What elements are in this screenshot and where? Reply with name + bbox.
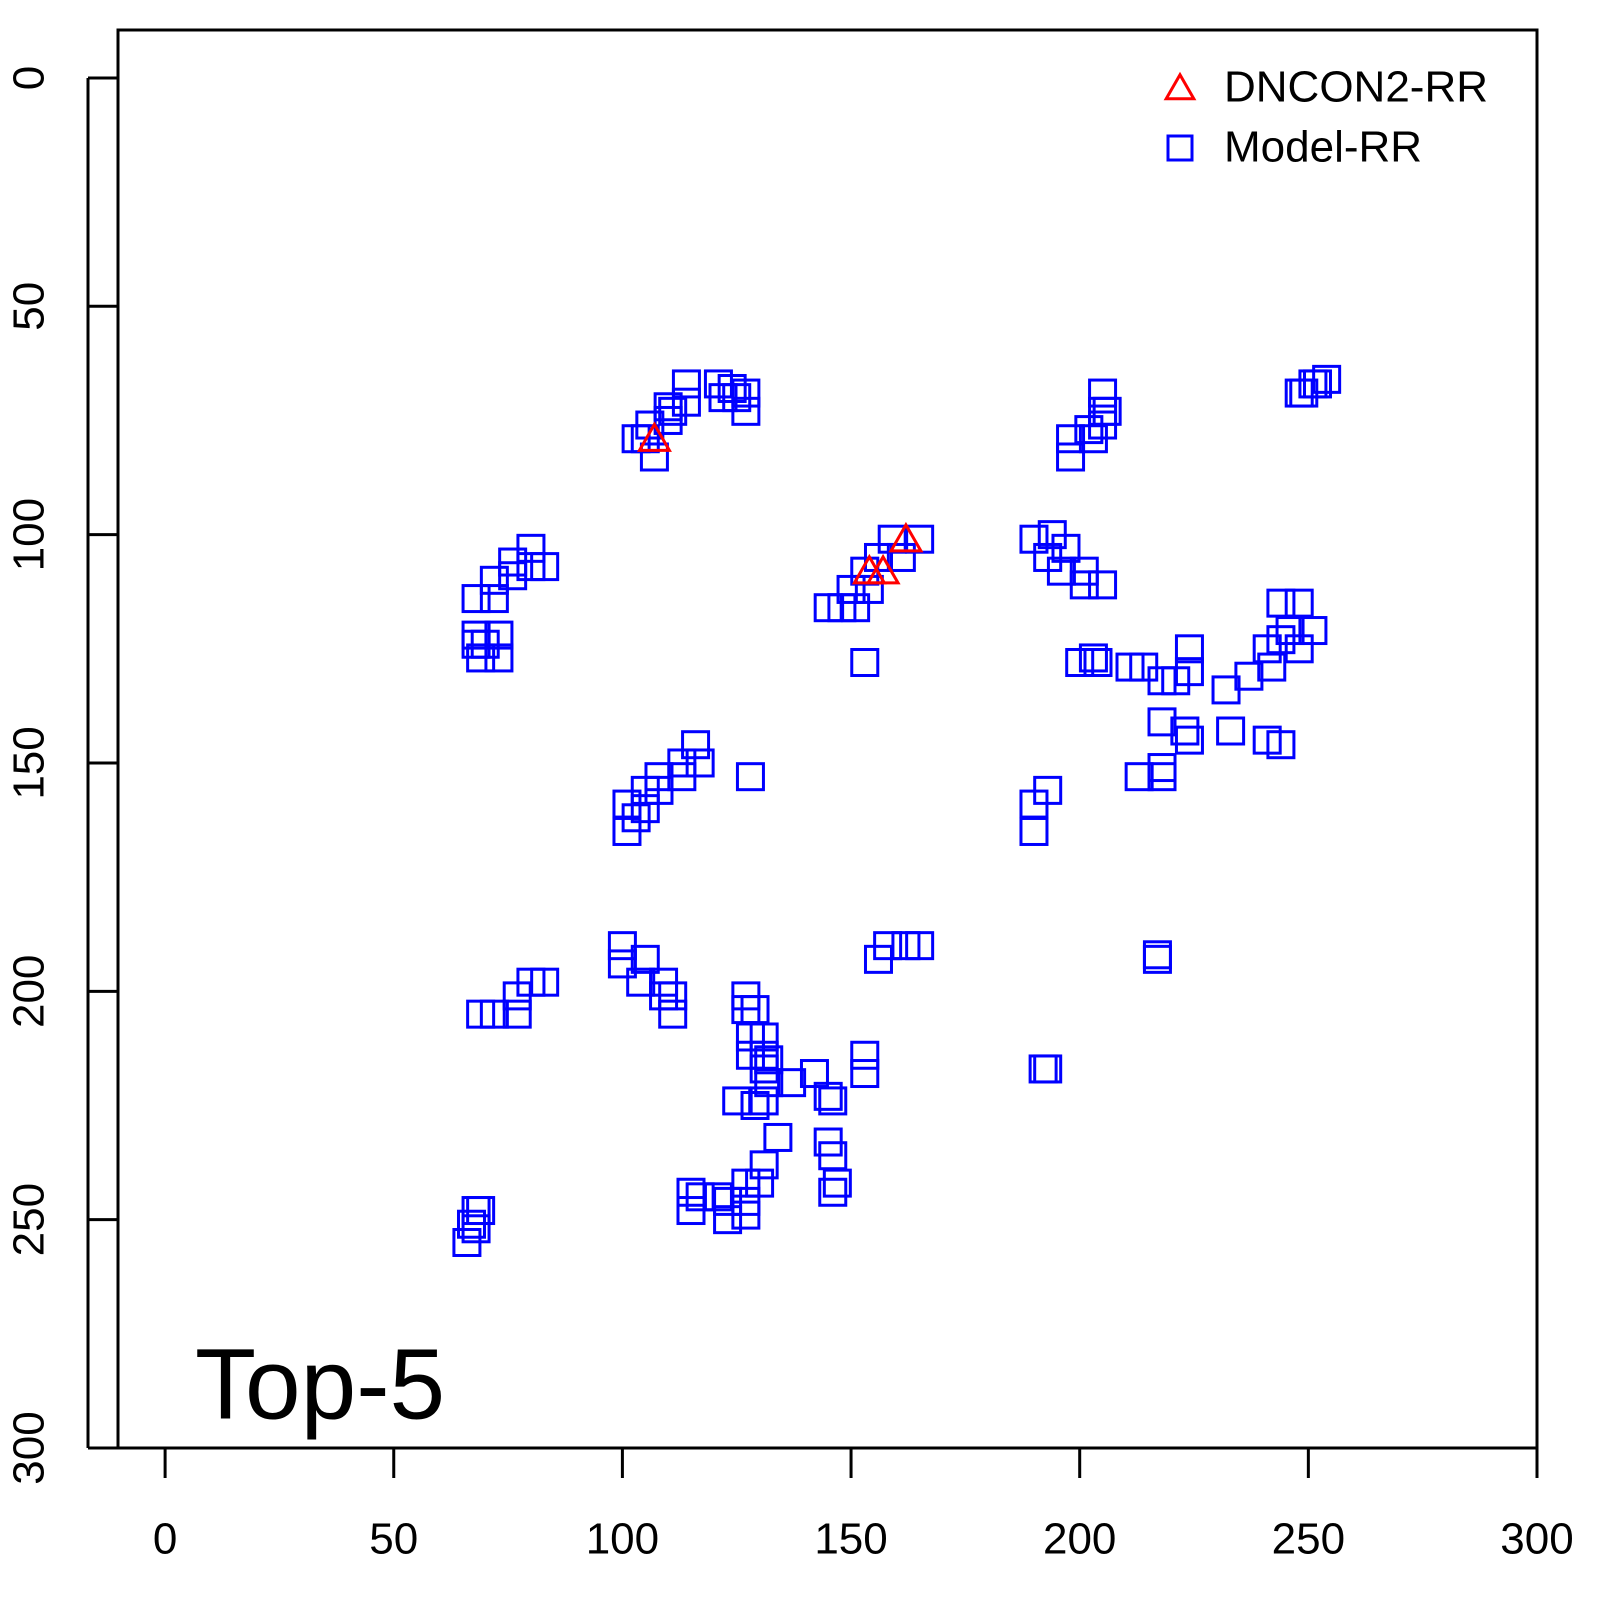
x-tick-label: 200: [1043, 1515, 1116, 1564]
square-marker: [1142, 944, 1172, 974]
square-marker: [850, 1040, 880, 1070]
square-marker: [850, 648, 880, 678]
square-marker: [905, 931, 935, 961]
square-marker: [1266, 588, 1296, 618]
legend-marker: [1166, 134, 1194, 162]
square-marker: [676, 1177, 706, 1207]
legend-marker: [1163, 71, 1197, 101]
square-marker: [818, 1086, 848, 1116]
square-marker: [1033, 775, 1063, 805]
square-marker: [1234, 661, 1264, 691]
triangle-marker: [888, 521, 924, 553]
x-tick-label: 250: [1272, 1515, 1345, 1564]
square-marker: [1056, 424, 1086, 454]
square-marker: [713, 1205, 743, 1235]
square-marker: [1266, 625, 1296, 655]
square-marker: [607, 949, 637, 979]
square-marker: [671, 387, 701, 417]
square-marker: [681, 730, 711, 760]
square-marker: [1147, 753, 1177, 783]
square-marker: [749, 1022, 779, 1052]
square-marker: [722, 1086, 752, 1116]
square-marker: [763, 1122, 793, 1152]
annotation: Top-5: [195, 1328, 445, 1440]
square-marker: [479, 565, 509, 595]
square-marker: [1174, 725, 1204, 755]
y-tick-label: 50: [5, 282, 54, 331]
square-marker: [822, 1168, 852, 1198]
x-tick-label: 300: [1500, 1515, 1573, 1564]
square-marker: [1174, 634, 1204, 664]
square-marker: [735, 762, 765, 792]
square-marker: [639, 442, 669, 472]
square-marker: [502, 999, 532, 1029]
x-tick-label: 50: [369, 1515, 418, 1564]
y-tick-label: 300: [5, 1411, 54, 1484]
square-marker: [749, 1150, 779, 1180]
square-marker: [1083, 648, 1113, 678]
square-marker: [1174, 657, 1204, 687]
square-marker: [470, 629, 500, 659]
square-marker: [1078, 643, 1108, 673]
y-tick-label: 200: [5, 955, 54, 1028]
square-marker: [1284, 588, 1314, 618]
square-marker: [850, 1059, 880, 1089]
y-tick-label: 0: [5, 66, 54, 90]
y-tick-label: 150: [5, 726, 54, 799]
y-tick-label: 100: [5, 498, 54, 571]
x-tick-label: 100: [586, 1515, 659, 1564]
square-marker: [886, 542, 916, 572]
square-marker: [813, 1081, 843, 1111]
square-marker: [854, 574, 884, 604]
square-marker: [1069, 570, 1099, 600]
square-marker: [1088, 378, 1118, 408]
square-marker: [1147, 707, 1177, 737]
triangle-marker: [865, 553, 901, 585]
square-marker: [1266, 730, 1296, 760]
square-marker: [630, 794, 660, 824]
square-marker: [777, 1068, 807, 1098]
square-marker: [479, 584, 509, 614]
legend-label: Model-RR: [1224, 123, 1422, 172]
square-marker: [1284, 634, 1314, 664]
square-marker: [731, 378, 761, 408]
square-marker: [1056, 442, 1086, 472]
square-marker: [461, 584, 491, 614]
square-marker: [516, 552, 546, 582]
square-marker: [740, 1090, 770, 1120]
square-marker: [653, 392, 683, 422]
square-marker: [1289, 378, 1319, 408]
square-marker: [1051, 533, 1081, 563]
plot-frame: [116, 28, 1539, 1450]
square-marker: [1092, 396, 1122, 426]
square-marker: [630, 944, 660, 974]
square-marker: [530, 967, 560, 997]
triangle-marker: [636, 421, 672, 452]
square-marker: [1275, 616, 1305, 646]
square-marker: [1124, 762, 1154, 792]
legend-label: DNCON2-RR: [1224, 63, 1488, 112]
y-tick-label: 250: [5, 1183, 54, 1256]
square-marker: [754, 1045, 784, 1075]
square-marker: [479, 999, 509, 1029]
square-marker: [685, 748, 715, 778]
x-tick-label: 150: [814, 1515, 887, 1564]
square-marker: [818, 1177, 848, 1207]
square-marker: [722, 383, 752, 413]
square-marker: [456, 1209, 486, 1239]
square-marker: [873, 931, 903, 961]
square-marker: [1170, 716, 1200, 746]
square-marker: [461, 1214, 491, 1244]
square-marker: [658, 981, 688, 1011]
x-tick-label: 0: [153, 1515, 177, 1564]
square-marker: [685, 1182, 715, 1212]
square-marker: [1033, 1054, 1063, 1084]
square-marker: [1088, 570, 1118, 600]
square-marker: [1216, 716, 1246, 746]
square-marker: [671, 369, 701, 399]
square-marker: [658, 999, 688, 1029]
square-marker: [1019, 816, 1049, 846]
